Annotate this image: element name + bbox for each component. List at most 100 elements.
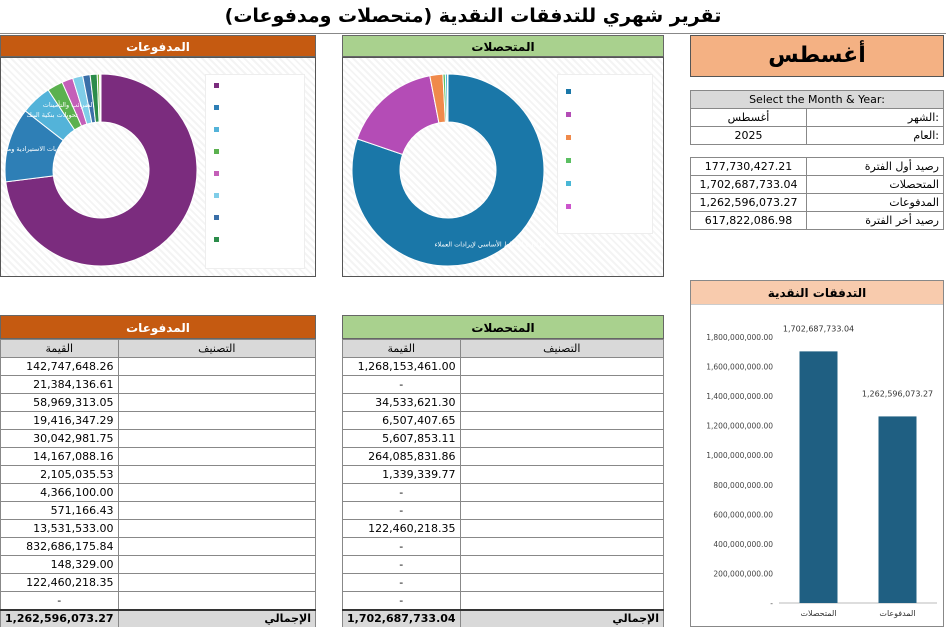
bar-chart-title: التدفقات النقدية — [691, 281, 943, 305]
collections-total-label: الإجمالي — [459, 608, 665, 627]
collections-value-cell: 5,607,853.11 — [342, 429, 461, 448]
payments-category-cell — [117, 555, 317, 574]
collections-value-cell: - — [342, 591, 461, 610]
collections-value-cell: - — [342, 501, 461, 520]
payments-value-cell: 122,460,218.35 — [0, 573, 119, 592]
payments-pie-chart: المشتريات الاستيرادية ومصروفاتها تحويلات … — [1, 73, 198, 267]
collections-value-cell: 264,085,831.86 — [342, 447, 461, 466]
pie-slice — [351, 73, 545, 267]
payments-category-cell — [117, 537, 317, 556]
payments-value-cell: 21,384,136.61 — [0, 375, 119, 394]
legend-swatch — [566, 135, 571, 140]
legend-swatch — [214, 83, 219, 88]
y-tick-label: 1,000,000,000.00 — [706, 451, 773, 460]
table-row: - — [342, 375, 665, 394]
collections-category-cell — [459, 465, 665, 484]
legend-swatch — [214, 149, 219, 154]
collections-category-cell — [459, 429, 665, 448]
collections-category-cell — [459, 573, 665, 592]
month-select[interactable]: أغسطس — [690, 108, 807, 127]
payments-value-cell: 13,531,533.00 — [0, 519, 119, 538]
table-row: - — [342, 501, 665, 520]
bar-value-label: 1,702,687,733.04 — [783, 324, 854, 333]
month-year-selector: Select the Month & Year: أغسطس الشهر: 20… — [690, 90, 944, 145]
payments-total-value: 1,262,596,073.27 — [0, 608, 119, 627]
table-row: 122,460,218.35 — [342, 519, 665, 538]
collections-category-cell — [459, 537, 665, 556]
collections-category-cell — [459, 501, 665, 520]
legend-swatch — [566, 181, 571, 186]
year-select[interactable]: 2025 — [690, 126, 807, 145]
legend-swatch — [214, 237, 219, 242]
x-tick-label: المدفوعات — [879, 609, 915, 618]
table-row: - — [342, 573, 665, 592]
collections-col-value: القيمة — [342, 339, 461, 358]
cashflow-bar-panel: التدفقات النقدية - 200,000,000.00 400,000,… — [690, 280, 944, 627]
collections-value-cell: - — [342, 555, 461, 574]
closing-balance-value: 617,822,086.98 — [690, 211, 807, 230]
legend-swatch — [214, 193, 219, 198]
legend-swatch — [214, 215, 219, 220]
y-tick-label: 400,000,000.00 — [713, 540, 773, 549]
collections-value-cell: 34,533,621.30 — [342, 393, 461, 412]
collections-total-value: 1,702,687,733.04 — [342, 608, 461, 627]
table-row: - — [0, 591, 317, 610]
table-row: 6,507,407.65 — [342, 411, 665, 430]
table-row: 1,339,339.77 — [342, 465, 665, 484]
collections-pie-header: المتحصلات — [342, 35, 664, 57]
collections-category-cell — [459, 447, 665, 466]
collections-pie-panel: إيرادات النشاط الأساسي لإيرادات العملاء — [342, 57, 664, 277]
payments-value: 1,262,596,073.27 — [690, 193, 807, 212]
collections-value-cell: - — [342, 537, 461, 556]
collections-category-cell — [459, 393, 665, 412]
collections-category-cell — [459, 519, 665, 538]
legend-swatch — [566, 158, 571, 163]
table-row: 2,105,035.53 — [0, 465, 317, 484]
pie-data-label: المشتريات الاستيرادية ومصروفاتها — [1, 145, 76, 153]
payments-label: المدفوعات — [806, 193, 944, 212]
collections-value: 1,702,687,733.04 — [690, 175, 807, 194]
payments-value-cell: 571,166.43 — [0, 501, 119, 520]
table-row: 19,416,347.29 — [0, 411, 317, 430]
table-row: 148,329.00 — [0, 555, 317, 574]
payments-category-cell — [117, 429, 317, 448]
legend-swatch — [214, 105, 219, 110]
y-tick-label: 1,800,000,000.00 — [706, 333, 773, 342]
payments-value-cell: - — [0, 591, 119, 610]
collections-value-cell: 6,507,407.65 — [342, 411, 461, 430]
table-row: 58,969,313.05 — [0, 393, 317, 412]
payments-table: القيمة التصنيف 142,747,648.26 21,384,136.61… — [0, 339, 317, 627]
pie-slice — [446, 73, 449, 123]
collections-category-cell — [459, 375, 665, 394]
table-row: 1,268,153,461.00 — [342, 357, 665, 376]
y-tick-label: 800,000,000.00 — [713, 481, 773, 490]
payments-value-cell: 30,042,981.75 — [0, 429, 119, 448]
collections-col-category: التصنيف — [459, 339, 665, 358]
x-tick-label: المتحصلات — [800, 609, 836, 618]
pie-data-label: الضرائب والتأمينات — [43, 100, 95, 109]
payments-category-cell — [117, 519, 317, 538]
collections-legend — [557, 74, 653, 234]
collections-table: القيمة التصنيف 1,268,153,461.00-34,533,621… — [342, 339, 665, 627]
collections-category-cell — [459, 483, 665, 502]
month-display: أغسطس — [690, 35, 944, 77]
payments-value-cell: 142,747,648.26 — [0, 357, 119, 376]
payments-value-cell: 19,416,347.29 — [0, 411, 119, 430]
table-row: 21,384,136.61 — [0, 375, 317, 394]
payments-col-category: التصنيف — [117, 339, 317, 358]
collections-value-cell: 1,268,153,461.00 — [342, 357, 461, 376]
table-row: 34,533,621.30 — [342, 393, 665, 412]
y-tick-label: 1,200,000,000.00 — [706, 422, 773, 431]
collections-table-header: المتحصلات — [342, 315, 664, 339]
payments-category-cell — [117, 357, 317, 376]
table-row: - — [342, 483, 665, 502]
table-row: 14,167,088.16 — [0, 447, 317, 466]
payments-value-cell: 832,686,175.84 — [0, 537, 119, 556]
payments-category-cell — [117, 447, 317, 466]
legend-swatch — [566, 204, 571, 209]
pie-slice — [356, 75, 440, 156]
summary-table: 177,730,427.21 رصيد أول الفترة 1,702,687,… — [690, 157, 944, 230]
table-row: 264,085,831.86 — [342, 447, 665, 466]
payments-category-cell — [117, 393, 317, 412]
collections-pie-chart: إيرادات النشاط الأساسي لإيرادات العملاء — [351, 73, 545, 267]
